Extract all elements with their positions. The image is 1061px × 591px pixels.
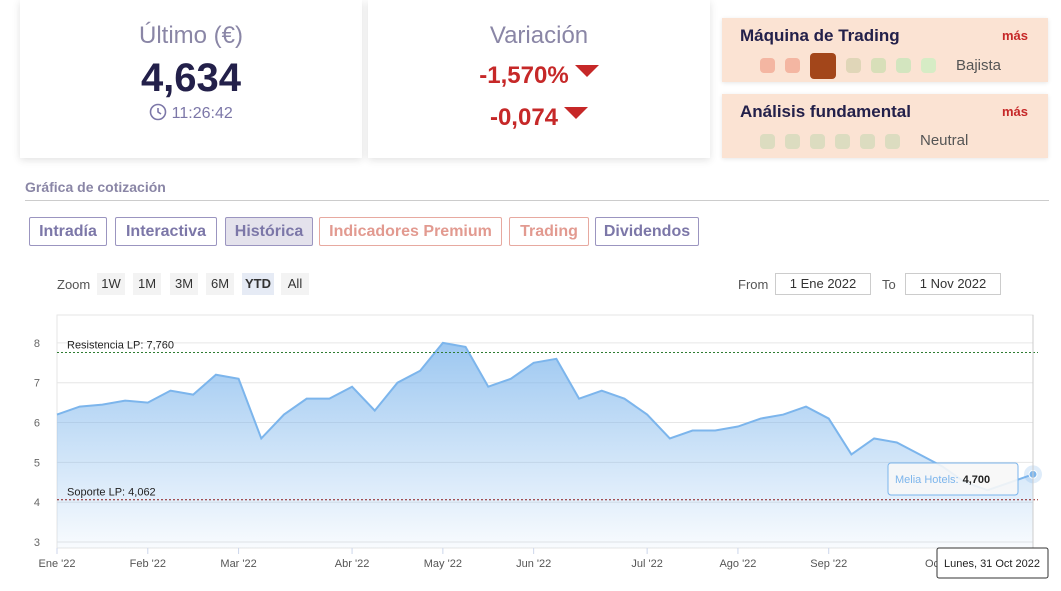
- x-tick-label: Jun '22: [516, 558, 551, 570]
- tooltip-series: Melia Hotels:: [895, 474, 959, 486]
- date-label: Lunes, 31 Oct 2022: [944, 558, 1040, 570]
- more-link[interactable]: más: [1001, 28, 1028, 43]
- verdict: Neutral: [920, 132, 969, 149]
- zoom-button[interactable]: 3M: [170, 273, 198, 295]
- area: [57, 342, 1033, 548]
- from-input[interactable]: 1 Ene 2022: [775, 273, 871, 295]
- from-label: From: [738, 277, 769, 292]
- divider: [25, 200, 1049, 201]
- tooltip-box: [887, 462, 1019, 496]
- tooltip-text: Melia Hotels: 4,700: [895, 474, 990, 486]
- tab[interactable]: Interactiva: [115, 217, 217, 246]
- change-abs: -0,074: [489, 104, 559, 131]
- reference-label: Resistencia LP: 7,760: [67, 339, 174, 351]
- trading-panel: Máquina de Trading más Bajista: [722, 18, 1048, 82]
- y-tick-label: 6: [34, 418, 40, 430]
- x-tick-label: Jul '22: [631, 558, 662, 570]
- to-input[interactable]: 1 Nov 2022: [905, 273, 1001, 295]
- x-tick-label: Ago '22: [719, 558, 756, 570]
- reference-label: Soporte LP: 4,062: [67, 487, 156, 499]
- to-label: To: [882, 277, 896, 292]
- verdict: Bajista: [956, 57, 1002, 74]
- x-tick-label: Feb '22: [130, 558, 166, 570]
- tooltip-value: 4,700: [963, 474, 991, 486]
- panel-title: Máquina de Trading: [740, 26, 900, 45]
- x-tick-label: Ene '22: [39, 558, 76, 570]
- tab[interactable]: Trading: [509, 217, 589, 246]
- tab[interactable]: Indicadores Premium: [319, 217, 502, 246]
- line: [56, 341, 1034, 492]
- change-abs-row: -0,074: [368, 104, 710, 132]
- zoom-button[interactable]: 1M: [133, 273, 161, 295]
- x-tick-label: Sep '22: [810, 558, 847, 570]
- zoom-button[interactable]: 1W: [97, 273, 125, 295]
- panel-title: Análisis fundamental: [740, 102, 911, 121]
- last-value: 4,634: [140, 56, 242, 100]
- section-title: Gráfica de cotización: [25, 179, 166, 195]
- tab[interactable]: Intradía: [29, 217, 107, 246]
- last-title: Último (€): [138, 22, 243, 49]
- date-box: [936, 547, 1049, 579]
- x-tick-label: May '22: [424, 558, 462, 570]
- zoom-button[interactable]: 6M: [206, 273, 234, 295]
- tab[interactable]: Histórica: [225, 217, 313, 246]
- clock-icon: [149, 103, 167, 121]
- y-tick-label: 7: [34, 378, 40, 390]
- change-title: Variación: [489, 22, 589, 49]
- tooltip: Melia Hotels: 4,700: [887, 462, 1019, 496]
- x-tick-label: Abr '22: [335, 558, 370, 570]
- tab[interactable]: Dividendos: [595, 217, 699, 246]
- time-row: 11:26:42: [20, 103, 362, 123]
- change-pct: -1,570%: [479, 62, 569, 89]
- zoom-label: Zoom: [57, 277, 91, 292]
- more-link[interactable]: más: [1001, 104, 1028, 119]
- change-pct-row: -1,570%: [368, 62, 710, 90]
- zoom-button[interactable]: All: [281, 273, 309, 295]
- fundamental-panel: Análisis fundamental más Neutral: [722, 94, 1048, 158]
- y-tick-label: 5: [34, 457, 40, 469]
- change-card: Variación -1,570% -0,074: [368, 0, 710, 158]
- y-tick-label: 4: [34, 497, 40, 509]
- last-card: Último (€) 4,634 11:26:42: [20, 0, 362, 158]
- time: 11:26:42: [171, 105, 233, 122]
- y-tick-label: 3: [34, 537, 40, 549]
- zoom-button[interactable]: YTD: [242, 273, 274, 295]
- x-tick-label: Mar '22: [220, 558, 256, 570]
- y-tick-label: 8: [34, 338, 40, 350]
